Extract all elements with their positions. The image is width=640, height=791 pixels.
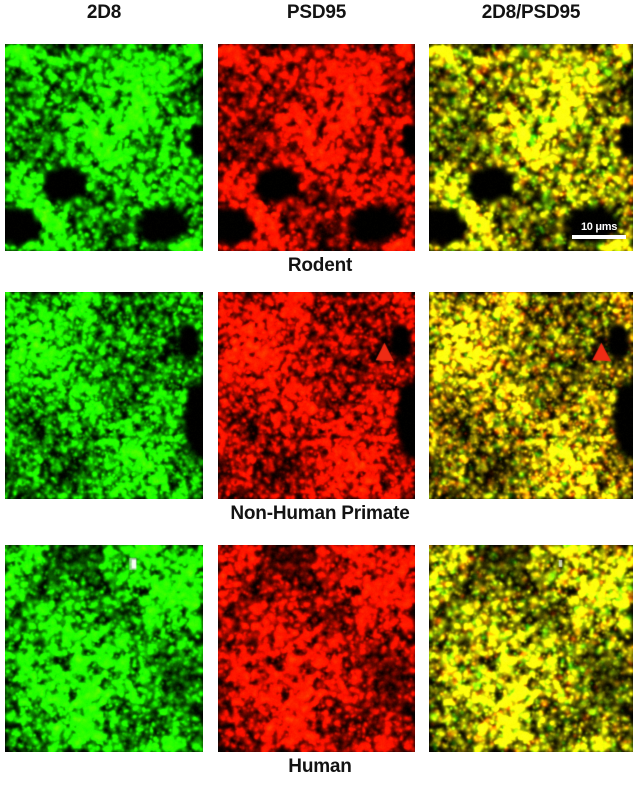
panel-nhp-2d8	[5, 292, 203, 499]
micrograph-nhp-2d8	[5, 292, 203, 499]
panel-rodent-psd95	[218, 44, 415, 251]
micrograph-nhp-psd95	[218, 292, 415, 499]
panel-nhp-psd95	[218, 292, 415, 499]
panel-human-2d8	[5, 545, 203, 752]
row-label-rodent: Rodent	[287, 255, 353, 276]
row-label-human: Human	[288, 756, 352, 777]
micrograph-rodent-psd95	[218, 44, 415, 251]
panel-human-psd95	[218, 545, 415, 752]
panel-nhp-merge	[429, 292, 633, 499]
micrograph-rodent-2d8	[5, 44, 203, 251]
scale-bar: 10 μms	[572, 221, 626, 239]
micrograph-human-psd95	[218, 545, 415, 752]
micrograph-human-merge	[429, 545, 633, 752]
column-header-2d8: 2D8	[86, 2, 122, 23]
micrograph-rodent-merge	[429, 44, 633, 251]
panel-rodent-2d8	[5, 44, 203, 251]
panel-human-merge	[429, 545, 633, 752]
column-header-merge: 2D8/PSD95	[481, 2, 581, 23]
panel-rodent-merge: 10 μms	[429, 44, 633, 251]
scale-bar-line	[572, 235, 626, 239]
scale-bar-label: 10 μms	[580, 221, 618, 233]
row-label-non-human-primate: Non-Human Primate	[230, 503, 410, 524]
column-header-psd95: PSD95	[286, 2, 347, 23]
micrograph-nhp-merge	[429, 292, 633, 499]
micrograph-human-2d8	[5, 545, 203, 752]
